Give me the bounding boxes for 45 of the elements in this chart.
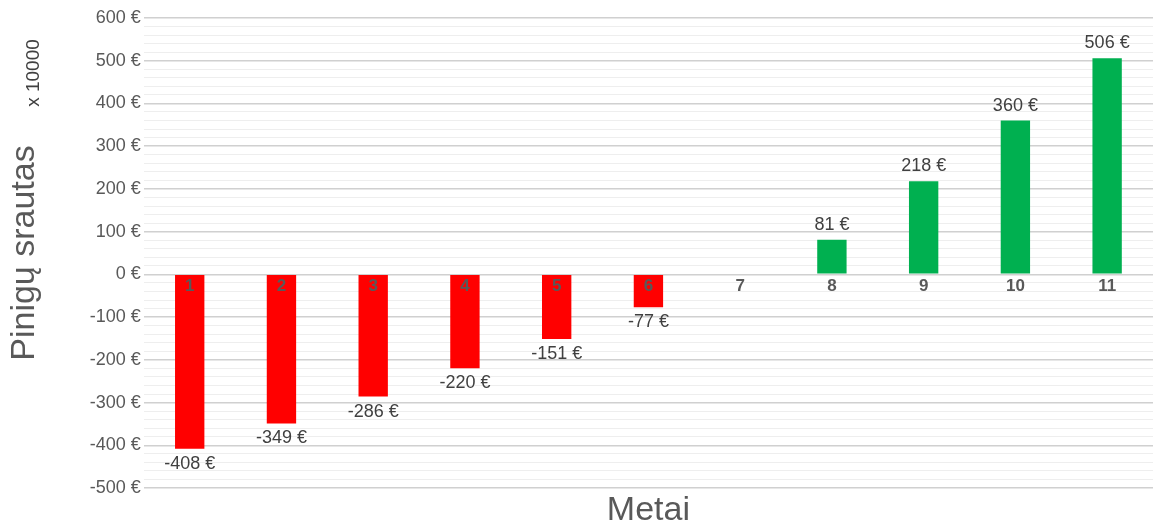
y-tick-label: -100 € xyxy=(89,306,141,327)
y-tick-label: 0 € xyxy=(115,263,141,284)
bar xyxy=(817,239,847,274)
x-tick-label: 9 xyxy=(918,276,929,296)
x-tick-label: 6 xyxy=(643,276,654,296)
bar xyxy=(175,275,205,449)
x-tick-label: 11 xyxy=(1098,276,1117,296)
x-axis-title: Metai xyxy=(606,489,690,528)
bar xyxy=(908,181,939,274)
y-tick-label: -200 € xyxy=(89,348,141,369)
y-tick-label: -300 € xyxy=(89,391,141,412)
bar xyxy=(1000,120,1031,274)
x-tick-label: 4 xyxy=(460,276,471,296)
bar xyxy=(450,275,480,369)
y-tick-label: 300 € xyxy=(95,135,141,156)
data-label: 360 € xyxy=(992,94,1038,115)
y-tick-label: -500 € xyxy=(89,476,141,497)
x-tick-label: 10 xyxy=(1005,276,1025,296)
bar xyxy=(266,275,297,424)
bar xyxy=(1092,58,1122,274)
data-label: -151 € xyxy=(531,342,583,363)
x-tick-label: 2 xyxy=(276,276,287,296)
bar xyxy=(542,275,572,339)
bar xyxy=(358,275,388,397)
data-label: -286 € xyxy=(347,400,399,421)
y-axis-title: Pinigų srautas xyxy=(2,145,41,361)
x-tick-label: 5 xyxy=(551,276,562,296)
x-tick-label: 3 xyxy=(368,276,378,296)
y-tick-label: 500 € xyxy=(95,49,141,70)
y-tick-label: 200 € xyxy=(95,177,141,198)
y-tick-label: 600 € xyxy=(95,6,141,27)
data-label: -408 € xyxy=(164,452,216,473)
x-tick-label: 1 xyxy=(184,276,195,296)
data-label: 81 € xyxy=(814,213,850,234)
y-tick-label: 100 € xyxy=(95,220,141,241)
data-label: -77 € xyxy=(627,311,669,332)
data-label: 506 € xyxy=(1084,32,1130,53)
x-tick-label: 7 xyxy=(735,276,745,296)
text: x 10000 xyxy=(22,39,44,107)
x-tick-label: 8 xyxy=(827,276,837,296)
y-tick-label: 400 € xyxy=(95,92,141,113)
data-label: 218 € xyxy=(901,155,947,176)
data-label: -220 € xyxy=(439,372,491,393)
y-tick-label: -400 € xyxy=(89,434,141,455)
data-label: -349 € xyxy=(255,427,307,448)
